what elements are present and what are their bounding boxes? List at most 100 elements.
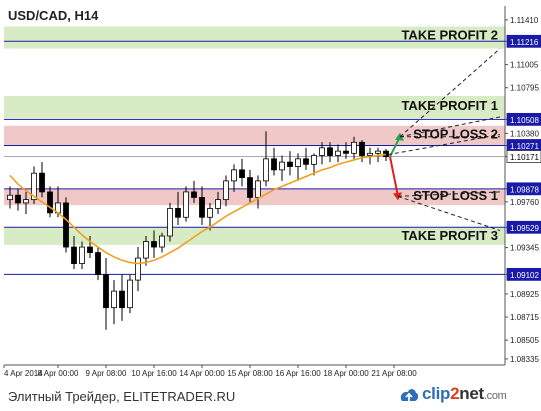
price-tag-bg: [506, 220, 541, 234]
candle-body: [319, 147, 325, 156]
stop-loss-1-price-tag: 1.09878: [506, 182, 541, 196]
take-profit-2-band: [4, 26, 505, 49]
price-tag-text: 1.09878: [510, 185, 539, 194]
candle: [223, 175, 229, 207]
candle-body: [247, 177, 253, 198]
grid: [4, 6, 506, 366]
candle: [47, 186, 53, 218]
candle: [279, 155, 285, 181]
candle: [135, 247, 141, 292]
forecast-down-arrowhead: [393, 192, 402, 201]
candle-body: [39, 172, 45, 193]
candle-body: [335, 150, 341, 156]
candle: [207, 202, 213, 231]
y-tick-label: 1.10380: [510, 129, 539, 138]
take-profit-1-price-tag: 1.10508: [506, 112, 541, 126]
candle-body: [295, 158, 301, 167]
forecast-dashed-line: [397, 191, 501, 197]
candle: [143, 236, 149, 266]
forecast-lines: [387, 48, 501, 231]
candle: [167, 202, 173, 242]
take-profit-1-band: [4, 95, 505, 119]
clip2net-logo[interactable]: clip2net.com: [398, 383, 538, 409]
candle: [271, 147, 277, 176]
price-tag-text: 1.09529: [510, 224, 539, 233]
candle-body: [23, 199, 29, 204]
x-tick-label: 18 Apr 00:00: [323, 369, 369, 378]
y-tick-label: 1.08925: [510, 290, 539, 299]
candle: [175, 191, 181, 225]
candle: [215, 191, 221, 214]
price-tag-bg: [506, 34, 541, 48]
candle: [295, 153, 301, 181]
candle-body: [231, 169, 237, 182]
logo-part-2: 2: [450, 384, 460, 403]
candle-body: [303, 158, 309, 165]
candle: [111, 280, 117, 325]
candle: [303, 147, 309, 170]
candle-body: [31, 172, 37, 201]
candle: [311, 153, 317, 176]
candle-body: [63, 202, 69, 248]
candle-body: [351, 141, 357, 154]
candle-body: [127, 279, 133, 309]
candle-body: [215, 199, 221, 209]
candle: [15, 188, 21, 211]
candle: [199, 186, 205, 225]
candle-body: [135, 257, 141, 281]
stop-loss-1-band: [4, 188, 505, 206]
candle: [239, 158, 245, 187]
x-tick-label: 4 Apr 2014: [4, 369, 43, 378]
candle-body: [359, 141, 365, 156]
candle-body: [311, 155, 317, 165]
logo-part-clip: clip: [422, 384, 451, 403]
candle: [319, 142, 325, 165]
take-profit-2-label: TAKE PROFIT 2: [401, 27, 498, 42]
candle-body: [223, 180, 229, 201]
candle-body: [327, 147, 333, 156]
level-bands: [4, 26, 505, 245]
candle: [247, 169, 253, 203]
candle-body: [95, 252, 101, 275]
candle-body: [159, 235, 165, 248]
take-profit-2-price-tag: 1.11216: [506, 34, 541, 48]
candle-body: [103, 274, 109, 309]
level-labels: TAKE PROFIT 2 TAKE PROFIT 1 STOP LOSS 2 STO…: [401, 27, 498, 243]
logo-part-domain: .com: [483, 390, 507, 402]
x-tick-label: 16 Apr 16:00: [275, 369, 321, 378]
candle-body: [175, 208, 181, 218]
y-tick-label: 1.10795: [510, 84, 539, 93]
candle: [119, 274, 125, 321]
candle-body: [271, 158, 277, 171]
candle-body: [151, 241, 157, 248]
candle: [343, 142, 349, 159]
candle-body: [47, 191, 53, 214]
take-profit-3-label: TAKE PROFIT 3: [401, 228, 498, 243]
candle: [159, 232, 165, 253]
candle: [127, 274, 133, 314]
footer-caption: Элитный Трейдер, ELITETRADER.RU: [8, 389, 236, 404]
candle-body: [383, 150, 389, 158]
candle-body: [167, 208, 173, 237]
candle: [39, 162, 45, 198]
support-price-tag: 1.09102: [506, 267, 541, 281]
price-tag-text: 1.11216: [510, 38, 539, 47]
candle: [79, 241, 85, 270]
candle-body: [343, 150, 349, 154]
price-tag-bg: [506, 150, 541, 163]
y-tick-label: 1.11410: [510, 16, 539, 25]
moving-average: [9, 153, 387, 265]
chart-title: USD/CAD, H14: [8, 8, 99, 23]
price-tag-bg: [506, 182, 541, 196]
candle-body: [199, 197, 205, 218]
price-tag-text: 1.09102: [510, 271, 539, 280]
forecast-dashed-line: [397, 195, 501, 231]
ma-line: [9, 153, 387, 265]
candle-body: [191, 191, 197, 198]
clip2net-logo-icon: [400, 389, 419, 401]
x-tick-label: 9 Apr 08:00: [86, 369, 127, 378]
candle-body: [111, 290, 117, 309]
price-tag-text: 1.10171: [510, 153, 539, 162]
